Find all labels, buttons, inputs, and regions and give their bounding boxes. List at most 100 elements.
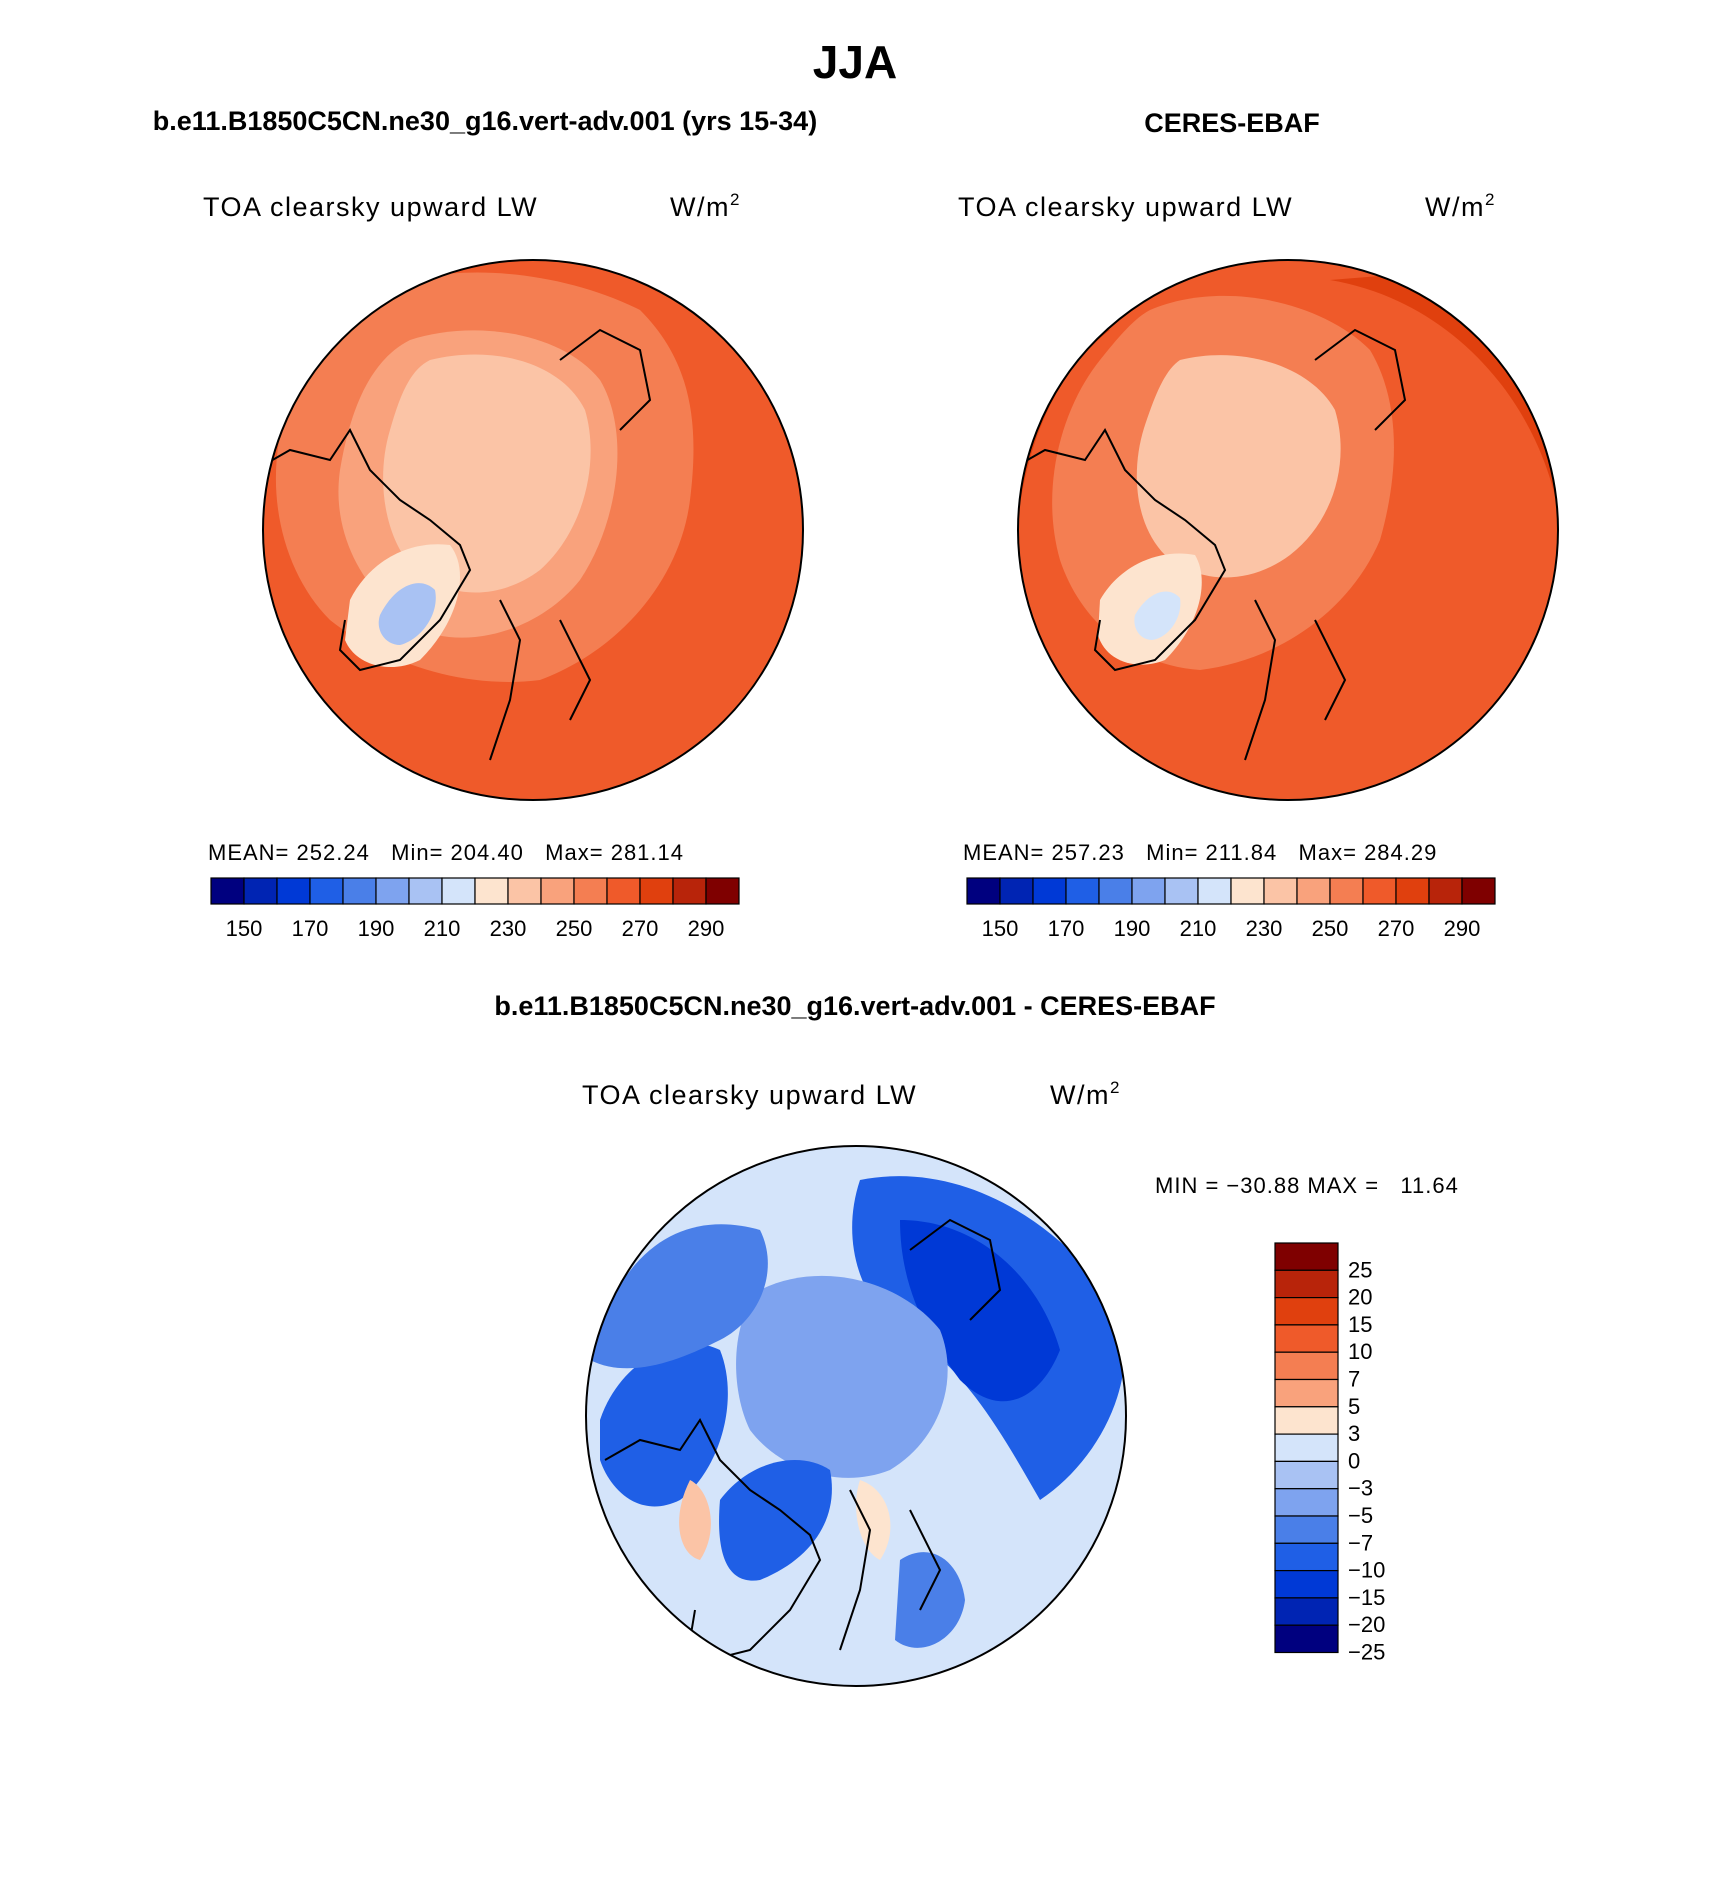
panel1-colorbar-tick-label: 170 [292, 916, 329, 941]
diff-colorbar-box [1274, 1324, 1339, 1353]
panel2-stats: MEAN= 257.23 Min= 211.84 Max= 284.29 [963, 840, 1437, 865]
panel1-colorbar-box [507, 877, 542, 905]
panel1-colorbar-box [243, 877, 278, 905]
panel1-colorbar-box [309, 877, 344, 905]
diff-colorbar-tick-label: 7 [1348, 1367, 1360, 1392]
panel2-unit-exp: 2 [1485, 190, 1496, 209]
diff-colorbar-tick-label: 25 [1348, 1257, 1372, 1282]
panel1-colorbar-box [540, 877, 575, 905]
diff-colorbar-box [1274, 1378, 1339, 1408]
diff-colorbar-box [1274, 1460, 1339, 1490]
panel1-colorbar-box [375, 877, 410, 905]
diff-colorbar-box [1274, 1269, 1339, 1299]
panel2-colorbar-box [1362, 877, 1397, 905]
diff-heading: b.e11.B1850C5CN.ne30_g16.vert-adv.001 - … [494, 991, 1215, 1021]
diff-unit-base: W/m [1050, 1080, 1110, 1110]
panel2-field-darkest [1330, 260, 1558, 800]
diff-stats: MIN = −30.88 MAX = 11.64 [1155, 1173, 1459, 1198]
panel1-colorbar-box [672, 877, 707, 905]
panel1-colorbar-labels: 150 170 190 210 230 250 270 290 [226, 916, 725, 941]
panel1-map-border [262, 259, 804, 801]
panel1-unit-base: W/m [670, 192, 730, 222]
diff-colorbar-tick-label: −15 [1348, 1585, 1385, 1610]
panel1-colorbar-box [342, 877, 377, 905]
panel2-field-greenland-core [1134, 591, 1181, 640]
panel2-colorbar-box [1395, 877, 1430, 905]
panel2-colorbar-box [966, 877, 1001, 905]
panel1-colorbar-box [408, 877, 443, 905]
diff-field-left-blue [600, 1343, 728, 1507]
panel1-heading: b.e11.B1850C5CN.ne30_g16.vert-adv.001 (y… [153, 106, 817, 136]
diff-colorbar-box [1274, 1597, 1339, 1626]
diff-colorbar-box [1274, 1351, 1339, 1381]
panel2-colorbar-tick-label: 250 [1312, 916, 1349, 941]
panel2-colorbar-box [1461, 877, 1496, 905]
panel1-colorbar-box [573, 877, 608, 905]
panel2-colorbar-box [1296, 877, 1331, 905]
panel2-colorbar-box [1197, 877, 1232, 905]
diff-colorbar [1274, 1242, 1339, 1654]
diff-colorbar-box [1274, 1406, 1339, 1435]
page-title: JJA [813, 36, 897, 88]
panel2-unit-base: W/m [1425, 192, 1485, 222]
panel1-stats: MEAN= 252.24 Min= 204.40 Max= 281.14 [208, 840, 684, 865]
diff-colorbar-tick-label: 0 [1348, 1448, 1360, 1473]
panel2-colorbar-tick-label: 150 [982, 916, 1019, 941]
panel1-colorbar-tick-label: 250 [556, 916, 593, 941]
panel2-colorbar-box [1065, 877, 1100, 905]
diff-colorbar-tick-label: −7 [1348, 1530, 1373, 1555]
panel2-colorbar-box [999, 877, 1034, 905]
panel2-colorbar-box [1032, 877, 1067, 905]
panel1-unit: W/m2 [670, 190, 741, 222]
panel1-coastline [263, 328, 652, 761]
panel1-colorbar-box [474, 877, 509, 905]
diff-colorbar-box [1274, 1242, 1339, 1271]
panel2-map-border [1017, 259, 1559, 801]
diff-colorbar-tick-label: 15 [1348, 1312, 1372, 1337]
diff-colorbar-tick-label: 10 [1348, 1339, 1372, 1364]
diff-colorbar-tick-label: 3 [1348, 1421, 1360, 1446]
diff-colorbar-tick-label: 20 [1348, 1285, 1372, 1310]
panel1-colorbar-tick-label: 150 [226, 916, 263, 941]
diff-colorbar-tick-label: −5 [1348, 1503, 1373, 1528]
panel2-colorbar-tick-label: 170 [1048, 916, 1085, 941]
panel2-colorbar-tick-label: 230 [1246, 916, 1283, 941]
diff-field-label: TOA clearsky upward LW [582, 1080, 917, 1110]
panel1-colorbar-tick-label: 210 [424, 916, 461, 941]
panel1-colorbar-box [441, 877, 476, 905]
diff-map [586, 1146, 1126, 1686]
panel2-colorbar [966, 877, 1496, 905]
diff-field-scandinavia [895, 1552, 965, 1648]
diff-coastline [604, 1218, 1002, 1662]
panel2-colorbar-tick-label: 190 [1114, 916, 1151, 941]
panel1-field-arctic [383, 354, 591, 593]
panel1-field-greenland-core [378, 583, 436, 645]
panel1-colorbar-tick-label: 190 [358, 916, 395, 941]
panel2-field-label: TOA clearsky upward LW [958, 192, 1293, 222]
diff-colorbar-tick-label: −25 [1348, 1640, 1385, 1665]
panel2-colorbar-box [1098, 877, 1133, 905]
diff-colorbar-box [1274, 1624, 1339, 1654]
diff-colorbar-box [1274, 1542, 1339, 1572]
panel1-colorbar-tick-label: 290 [688, 916, 725, 941]
diff-colorbar-tick-label: 5 [1348, 1394, 1360, 1419]
diff-field-arctic [736, 1275, 948, 1478]
panel2-unit: W/m2 [1425, 190, 1496, 222]
panel1-unit-exp: 2 [730, 190, 741, 209]
panel2-colorbar-box [1164, 877, 1199, 905]
panel1-colorbar-tick-label: 230 [490, 916, 527, 941]
panel2-coastline [1018, 328, 1407, 761]
panel2-colorbar-box [1230, 877, 1265, 905]
diff-colorbar-box [1274, 1433, 1339, 1462]
panel1-colorbar-box [705, 877, 740, 905]
diff-unit: W/m2 [1050, 1078, 1121, 1110]
diff-colorbar-tick-label: −3 [1348, 1476, 1373, 1501]
diff-field-warm-patch [679, 1480, 711, 1560]
panel2-colorbar-labels: 150 170 190 210 230 250 270 290 [982, 916, 1481, 941]
diff-map-border [585, 1145, 1127, 1687]
panel1-colorbar-box [606, 877, 641, 905]
diff-colorbar-tick-label: −20 [1348, 1612, 1385, 1637]
panel2-colorbar-box [1428, 877, 1463, 905]
diff-colorbar-box [1274, 1296, 1339, 1326]
